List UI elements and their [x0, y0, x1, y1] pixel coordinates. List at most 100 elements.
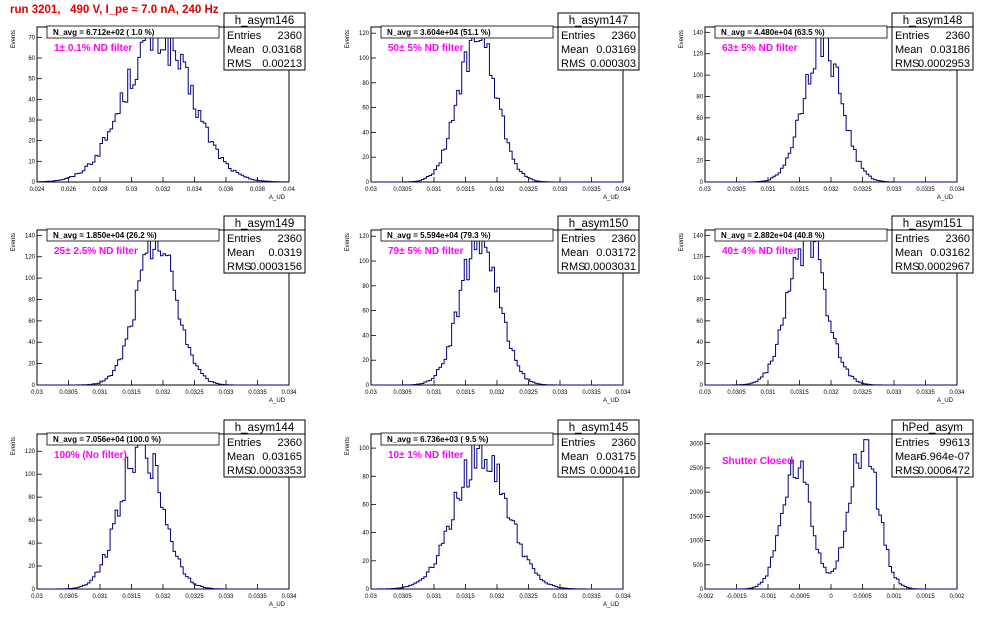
y-tick-label: 120: [25, 449, 36, 455]
stat-value: 2360: [946, 233, 970, 245]
y-tick-label: 20: [696, 159, 703, 165]
x-tick-label: 0.03: [31, 390, 43, 396]
title-box: [46, 432, 220, 446]
stats-box: [557, 419, 640, 478]
y-tick-label: 10: [28, 159, 35, 165]
stat-label: Entries: [895, 437, 930, 449]
x-tick-label: 0.0315: [456, 390, 475, 396]
stat-label: RMS: [227, 58, 251, 70]
title-box: [46, 25, 220, 39]
x-tick-label: 0.032: [489, 187, 505, 193]
x-tick-label: 0.033: [552, 594, 568, 600]
title-box: [380, 228, 554, 242]
x-tick-label: 0.0325: [519, 594, 538, 600]
y-tick-label: 2000: [690, 490, 704, 496]
panel-title: N_avg = 3.604e+04 (51.1 %): [387, 28, 491, 37]
stat-value: 2360: [278, 437, 302, 449]
x-tick-label: 0.0005: [853, 594, 872, 600]
stat-value: -6.964e-07: [917, 451, 970, 463]
stat-label: Entries: [561, 437, 596, 449]
x-tick-label: 0: [829, 594, 833, 600]
y-tick-label: 60: [28, 518, 35, 524]
y-tick-label: 40: [28, 340, 35, 346]
histogram-panel-h_asym147: 0.03 0.0305 0.031 0.0315 0.032 0.0325 0.033 0.0…: [345, 12, 640, 201]
y-tick-label: 140: [693, 30, 704, 36]
histogram-panel-h_asym148: 0.03 0.0305 0.031 0.0315 0.032 0.0325 0.033 0.0…: [679, 12, 974, 201]
histogram-series: [36, 26, 290, 183]
x-tick-label: 0.031: [760, 390, 776, 396]
y-tick-label: 120: [359, 234, 370, 240]
x-tick-label: 0.033: [886, 390, 902, 396]
x-tick-label: 0.034: [615, 390, 631, 396]
x-tick-label: 0.0335: [248, 390, 267, 396]
filter-label: 100% (No filter): [54, 450, 127, 461]
x-tick-label: 0.032: [823, 390, 839, 396]
y-tick-label: 120: [693, 52, 704, 58]
panel-title: N_avg = 6.736e+03 ( 9.5 %): [387, 435, 489, 444]
y-tick-label: 2500: [690, 466, 704, 472]
stat-label: RMS: [227, 261, 251, 273]
x-tick-label: 0.0305: [393, 594, 412, 600]
histogram-name: h_asym144: [235, 422, 295, 434]
stat-value: 99613: [939, 437, 970, 449]
x-tick-label: 0.03: [365, 187, 377, 193]
stat-label: RMS: [561, 261, 585, 273]
stat-value: 0.03172: [596, 247, 636, 259]
stat-label: RMS: [895, 261, 919, 273]
y-tick-label: 80: [362, 284, 369, 290]
y-tick-label: 0: [32, 383, 36, 389]
x-tick-label: 0.034: [281, 390, 297, 396]
y-tick-label: 20: [28, 564, 35, 570]
y-tick-label: 80: [28, 495, 35, 501]
title-box: [46, 228, 220, 242]
x-tick-label: -0.001: [759, 594, 777, 600]
y-tick-label: 20: [696, 362, 703, 368]
x-tick-label: 0.03: [31, 594, 43, 600]
panel-title: N_avg = 1.850e+04 (26.2 %): [53, 231, 157, 240]
x-tick-label: 0.03: [699, 187, 711, 193]
stat-value: 2360: [278, 233, 302, 245]
histogram-name: h_asym150: [569, 218, 628, 230]
y-tick-label: 70: [28, 35, 35, 41]
y-tick-label: 80: [362, 474, 369, 480]
x-tick-label: 0.034: [949, 390, 965, 396]
y-axis-label: Events: [11, 437, 17, 455]
y-axis-label: Events: [679, 30, 685, 48]
stat-label: Entries: [227, 437, 262, 449]
y-tick-label: 3000: [690, 442, 704, 448]
x-axis-label: A_UD: [603, 195, 620, 201]
filter-label: 50± 5% ND filter: [388, 43, 464, 54]
x-tick-label: 0.034: [615, 594, 631, 600]
stat-value: 0.03165: [262, 451, 302, 463]
x-tick-label: 0.0325: [185, 594, 204, 600]
x-tick-label: 0.026: [61, 187, 77, 193]
histogram-panel-hPed_asym: -0.002 -0.0015 -0.001 -0.0005 0 0.0005 0.001 0.…: [690, 419, 974, 600]
histogram-name: h_asym151: [903, 218, 962, 230]
stat-value: 0.0003353: [250, 465, 302, 477]
histogram-name: hPed_asym: [902, 422, 963, 434]
y-tick-label: 500: [693, 563, 704, 569]
x-tick-label: 0.028: [92, 187, 108, 193]
x-tick-label: 0.034: [615, 187, 631, 193]
stat-value: 0.00213: [262, 58, 302, 70]
x-tick-label: 0.034: [281, 594, 297, 600]
stat-value: 0.03162: [930, 247, 970, 259]
stat-label: RMS: [561, 465, 585, 477]
x-tick-label: 0.0335: [582, 187, 601, 193]
stat-value: 2360: [612, 30, 636, 42]
y-tick-label: 100: [359, 259, 370, 265]
x-tick-label: 0.032: [155, 390, 171, 396]
x-tick-label: 0.032: [155, 594, 171, 600]
x-tick-label: 0.032: [823, 187, 839, 193]
stat-value: 0.0002953: [918, 58, 970, 70]
y-tick-label: 50: [28, 77, 35, 83]
x-tick-label: 0.033: [552, 187, 568, 193]
x-tick-label: 0.033: [552, 390, 568, 396]
y-tick-label: 60: [362, 502, 369, 508]
y-tick-label: 120: [693, 255, 704, 261]
x-tick-label: 0.0335: [916, 390, 935, 396]
x-axis-label: A_UD: [603, 398, 620, 404]
stat-value: 0.0002967: [918, 261, 970, 273]
stat-label: Entries: [561, 30, 596, 42]
